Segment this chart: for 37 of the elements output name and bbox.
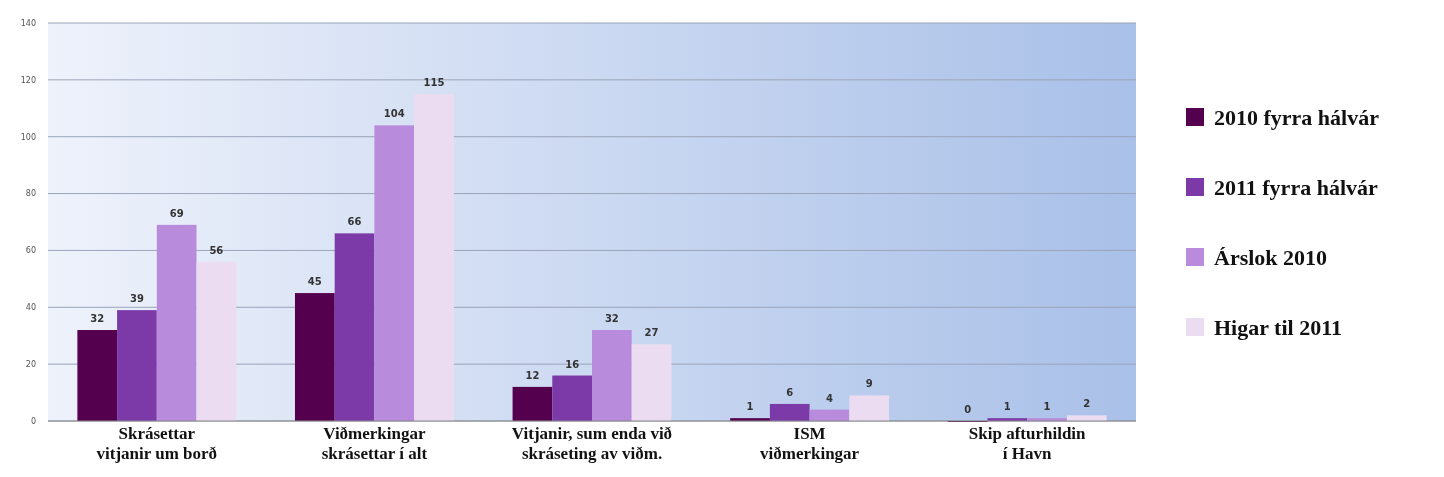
y-tick-label: 0 bbox=[30, 416, 36, 426]
data-label: 39 bbox=[129, 293, 144, 305]
y-tick-label: 80 bbox=[25, 189, 36, 199]
data-label: 4 bbox=[825, 392, 833, 404]
x-tick-label: Viðmerkingar skrásettar í alt bbox=[321, 424, 428, 463]
data-label: 1 bbox=[1043, 401, 1051, 413]
y-tick-label: 120 bbox=[20, 75, 36, 85]
data-label: 115 bbox=[423, 77, 445, 89]
x-tick-label: ISM viðmerkingar bbox=[760, 424, 860, 463]
data-label: 9 bbox=[865, 378, 873, 390]
x-tick-label: Skrásettar vitjanir um borð bbox=[96, 424, 218, 463]
data-label: 12 bbox=[525, 369, 540, 381]
x-tick-label: Skip afturhildin í Havn bbox=[968, 424, 1087, 463]
data-label: 32 bbox=[90, 313, 105, 325]
legend-label: Árslok 2010 bbox=[1214, 244, 1328, 270]
legend-label: 2011 fyrra hálvár bbox=[1214, 174, 1378, 200]
data-label: 69 bbox=[169, 207, 184, 219]
data-label: 27 bbox=[644, 327, 659, 339]
legend-label: Higar til 2011 bbox=[1214, 314, 1342, 340]
y-tick-label: 60 bbox=[25, 246, 36, 256]
data-label: 104 bbox=[383, 108, 405, 120]
legend-label: 2010 fyrra hálvár bbox=[1214, 104, 1380, 130]
data-label: 16 bbox=[565, 358, 580, 370]
data-label: 1 bbox=[746, 401, 754, 413]
data-label: 1 bbox=[1003, 401, 1011, 413]
y-tick-label: 100 bbox=[20, 132, 36, 142]
y-tick-label: 140 bbox=[20, 18, 36, 28]
data-label: 0 bbox=[964, 404, 972, 415]
data-label: 2 bbox=[1083, 398, 1091, 410]
data-label: 66 bbox=[347, 216, 362, 228]
data-label: 56 bbox=[209, 244, 224, 256]
x-tick-label: Vitjanir, sum enda við skráseting av viðm. bbox=[511, 424, 673, 463]
data-label: 6 bbox=[786, 386, 794, 398]
y-tick-label: 20 bbox=[25, 359, 36, 369]
y-tick-label: 40 bbox=[25, 303, 36, 313]
data-label: 45 bbox=[307, 276, 322, 288]
data-label: 32 bbox=[604, 313, 619, 325]
